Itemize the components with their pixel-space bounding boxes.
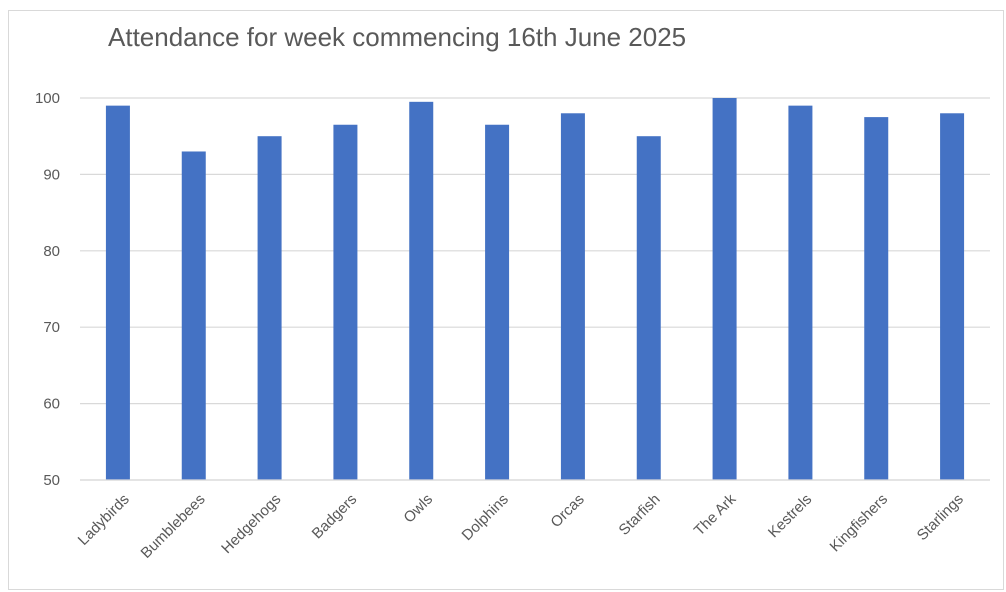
bar-orcas [560, 113, 585, 480]
bar-owls [409, 101, 434, 480]
x-tick-label: Kingfishers [827, 491, 891, 555]
x-tick-label: Starfish [616, 491, 664, 539]
bar-kingfishers [864, 117, 889, 480]
bar-hedgehogs [257, 136, 282, 480]
x-tick-label: Hedgehogs [218, 491, 284, 557]
y-tick-label: 50 [43, 472, 60, 489]
y-tick-label: 80 [43, 243, 60, 260]
x-tick-label: Orcas [547, 491, 587, 531]
bar-starfish [636, 136, 661, 480]
x-tick-label: Starlings [914, 491, 967, 544]
x-tick-label: Ladybirds [75, 491, 133, 549]
chart-title: Attendance for week commencing 16th June… [108, 22, 687, 52]
bar-dolphins [485, 124, 510, 481]
y-tick-label: 70 [43, 319, 60, 336]
x-tick-label: Owls [400, 491, 436, 527]
y-tick-label: 60 [43, 396, 60, 413]
y-tick-label: 90 [43, 166, 60, 183]
x-tick-label: Kestrels [765, 491, 815, 541]
bar-badgers [333, 124, 358, 481]
x-tick-label: Dolphins [459, 491, 512, 544]
y-tick-label: 100 [35, 90, 60, 107]
bar-starlings [940, 113, 965, 480]
x-tick-label: Badgers [309, 491, 361, 543]
x-tick-label: The Ark [691, 490, 740, 539]
bar-the-ark [712, 98, 737, 480]
bar-kestrels [788, 105, 813, 480]
x-tick-label: Bumblebees [138, 491, 209, 562]
bar-ladybirds [105, 105, 130, 480]
bar-bumblebees [181, 151, 206, 481]
